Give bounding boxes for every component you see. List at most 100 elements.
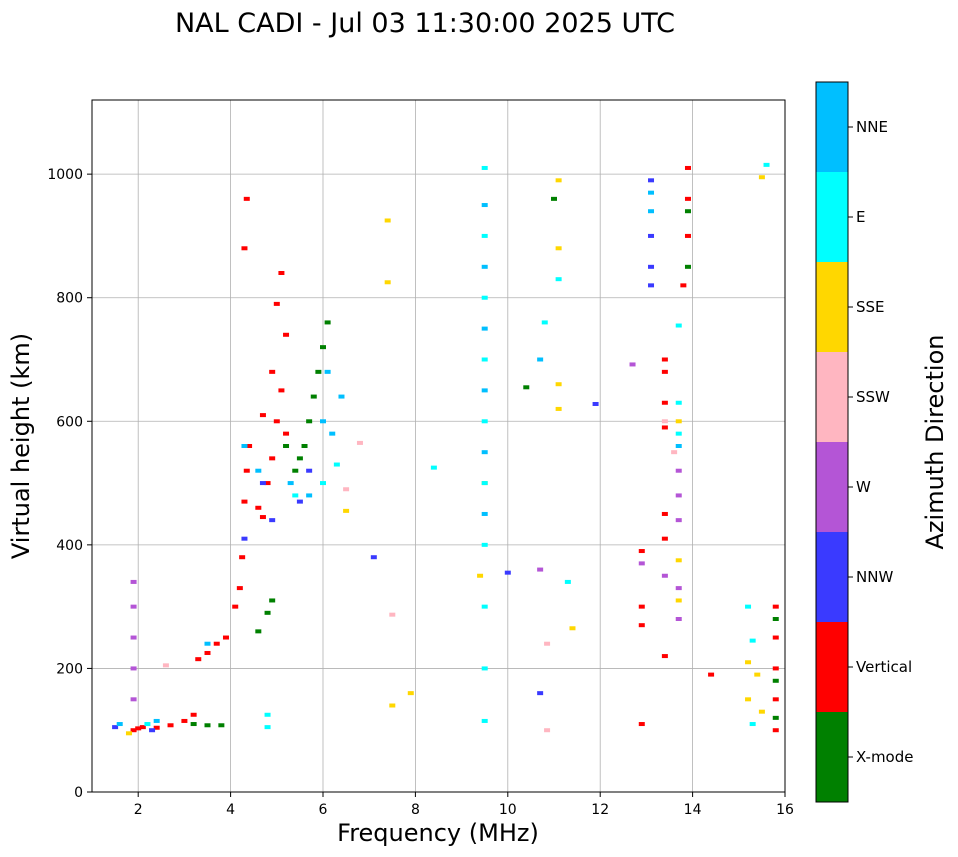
colorbar-label-item: X-mode [856, 748, 913, 766]
echo-point-x-mode [551, 196, 557, 201]
echo-point-sse [754, 672, 761, 677]
echo-point-x-mode [255, 629, 262, 634]
echo-point-w [675, 493, 682, 498]
echo-point-vertical [259, 515, 266, 520]
echo-point-vertical [661, 425, 668, 430]
echo-point-vertical [273, 301, 280, 306]
echo-point-nnw [537, 691, 544, 696]
echo-point-x-mode [772, 678, 779, 683]
echo-point-nne [287, 481, 294, 486]
echo-point-e [481, 165, 488, 170]
echo-point-vertical [684, 165, 691, 170]
x-tick-label: 4 [226, 802, 235, 818]
echo-point-nne [648, 209, 655, 214]
echo-point-vertical [246, 444, 253, 448]
echo-point-nnw [259, 481, 266, 486]
y-axis-label: Virtual height (km) [7, 333, 35, 559]
echo-point-ssw [162, 663, 169, 668]
echo-point-w [629, 362, 636, 367]
echo-point-vertical [241, 246, 248, 251]
echo-point-vertical [243, 468, 250, 473]
echo-point-e [481, 295, 488, 300]
echo-point-x-mode [684, 209, 691, 214]
colorbar-swatch [816, 82, 848, 172]
echo-point-nne [116, 722, 123, 727]
echo-point-sse [555, 382, 562, 387]
echo-point-vertical [661, 511, 668, 516]
echo-point-ssw [343, 487, 350, 492]
colorbar-label-item: SSE [856, 298, 885, 316]
echo-point-vertical [181, 718, 188, 723]
colorbar-label-item: Vertical [856, 658, 912, 676]
echo-point-vertical [638, 549, 645, 554]
echo-point-w [661, 573, 668, 578]
echo-point-ssw [544, 728, 551, 733]
colorbar-label-item: NNW [856, 568, 893, 586]
echo-point-e [481, 233, 488, 238]
echo-point-w [675, 468, 682, 473]
echo-point-nne [481, 326, 488, 331]
echo-point-nnw [648, 264, 655, 269]
colorbar-swatch [816, 712, 848, 802]
axis-ticks: 2 4 6 8 10 12 14 16 0 200 400 600 800 1000 [47, 167, 794, 818]
echo-point-vertical [130, 728, 137, 733]
echo-point-sse [745, 697, 752, 702]
echo-point-sse [569, 626, 576, 631]
echo-point-sse [343, 508, 350, 513]
echo-point-w [537, 567, 544, 572]
x-tick-label: 16 [776, 802, 794, 818]
colorbar-swatch [816, 352, 848, 442]
echo-point-nne [255, 468, 262, 473]
echo-point-vertical [283, 431, 290, 436]
echo-point-vertical [167, 723, 174, 728]
x-tick-label: 10 [499, 802, 517, 818]
echo-point-vertical [190, 712, 197, 717]
echo-point-ssw [661, 419, 668, 424]
echo-point-x-mode [306, 419, 313, 424]
echo-point-x-mode [320, 345, 326, 350]
echo-point-vertical [772, 635, 779, 640]
echo-point-sse [675, 419, 682, 424]
echo-point-w [130, 604, 137, 609]
y-tick-label: 200 [56, 661, 83, 677]
echo-point-nnw [504, 570, 511, 575]
echo-point-vertical [259, 413, 266, 418]
echo-point-nnw [306, 468, 313, 473]
echo-point-vertical [236, 586, 243, 591]
echo-point-e [481, 718, 488, 723]
echo-point-vertical [772, 728, 779, 733]
echo-point-x-mode [269, 598, 276, 603]
echo-point-nne [648, 190, 655, 195]
echo-point-x-mode [292, 468, 299, 473]
echo-point-w [675, 617, 682, 621]
echo-point-e [264, 712, 271, 717]
echo-point-e [564, 579, 571, 584]
echo-point-nnw [648, 233, 655, 238]
echo-point-nne [481, 511, 488, 516]
echo-point-sse [384, 218, 391, 223]
echo-point-vertical [264, 481, 271, 486]
echo-point-vertical [222, 635, 229, 640]
echo-point-nne [324, 369, 331, 374]
echo-point-sse [477, 573, 484, 578]
echo-point-e [292, 493, 299, 498]
echo-point-ssw [671, 450, 678, 455]
echo-point-x-mode [772, 617, 779, 621]
echo-point-e [481, 542, 488, 547]
echo-point-vertical [139, 725, 146, 730]
echo-point-e [481, 419, 488, 424]
echo-point-vertical [239, 555, 246, 560]
colorbar-label-item: SSW [856, 388, 890, 406]
echo-point-nnw [296, 499, 303, 504]
data-marks [112, 162, 779, 736]
echo-point-sse [555, 246, 562, 251]
echo-point-vertical [269, 369, 276, 374]
colorbar-swatch [816, 532, 848, 622]
colorbar-swatch [816, 442, 848, 532]
echo-point-vertical [638, 604, 645, 609]
echo-point-nne [320, 419, 326, 424]
echo-point-x-mode [264, 610, 271, 615]
colorbar-label-item: W [856, 478, 871, 496]
echo-point-x-mode [204, 723, 211, 728]
y-tick-label: 1000 [47, 167, 83, 183]
